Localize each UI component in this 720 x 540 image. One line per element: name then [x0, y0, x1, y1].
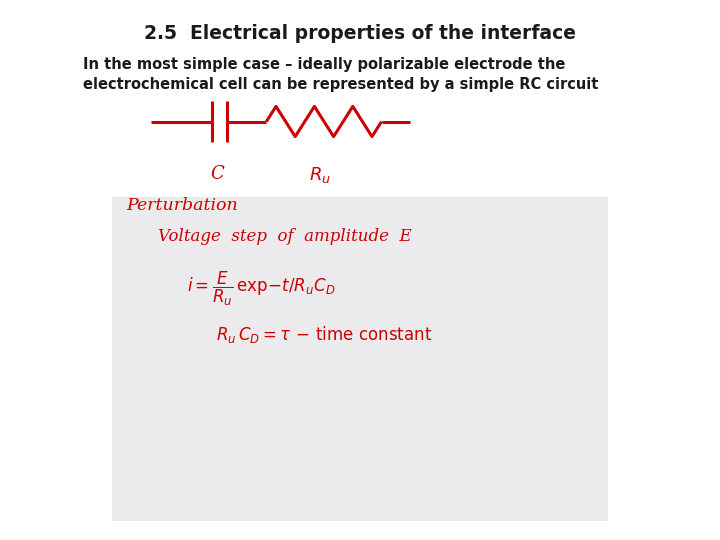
Text: Voltage  step  of  amplitude  E: Voltage step of amplitude E: [158, 228, 412, 245]
Text: $i = \dfrac{E}{R_u}\,\mathrm{exp}\!-\!t/R_u C_D$: $i = \dfrac{E}{R_u}\,\mathrm{exp}\!-\!t/…: [187, 270, 336, 308]
Text: Perturbation: Perturbation: [126, 197, 238, 214]
Text: electrochemical cell can be represented by a simple RC circuit: electrochemical cell can be represented …: [83, 77, 598, 92]
Text: $R_u\,C_D = \tau\,-\,\mathrm{time\ constant}$: $R_u\,C_D = \tau\,-\,\mathrm{time\ const…: [216, 324, 432, 345]
FancyBboxPatch shape: [112, 197, 608, 521]
Text: $R_u$: $R_u$: [310, 165, 331, 185]
Text: In the most simple case – ideally polarizable electrode the: In the most simple case – ideally polari…: [83, 57, 565, 72]
Text: 2.5  Electrical properties of the interface: 2.5 Electrical properties of the interfa…: [144, 24, 576, 43]
Text: C: C: [210, 165, 225, 183]
